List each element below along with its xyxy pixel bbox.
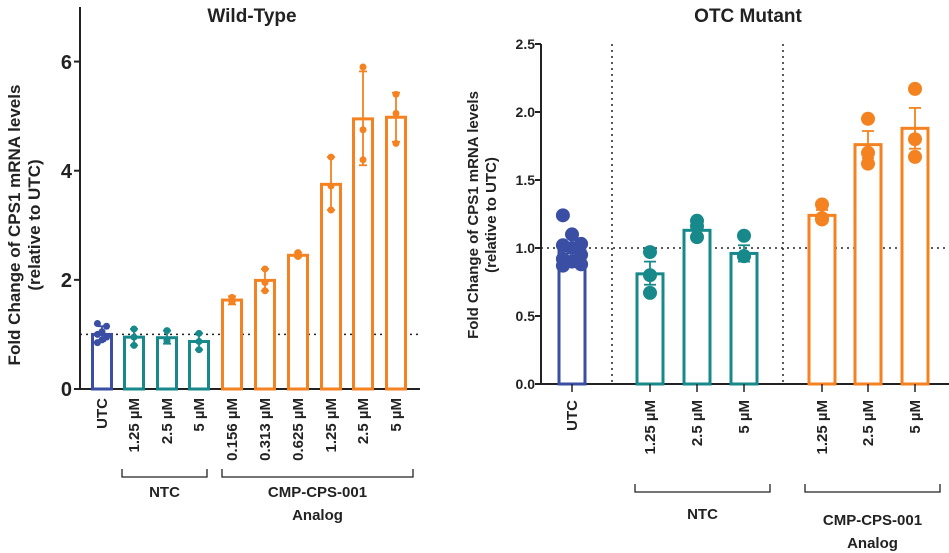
right-data-point: [861, 156, 875, 171]
left-group-label: NTC: [149, 484, 180, 501]
left-data-point: [195, 338, 203, 346]
right-data-point: [643, 285, 657, 300]
right-chart-title: OTC Mutant: [694, 6, 802, 27]
right-data-point: [908, 81, 922, 96]
left-data-point: [392, 90, 400, 98]
right-x-tick-label: 1.25 µM: [814, 400, 831, 455]
right-group-bracket: [634, 484, 771, 493]
left-data-point: [359, 126, 367, 134]
right-data-point: [555, 258, 570, 273]
right-bar: [729, 251, 759, 386]
right-data-point: [815, 197, 829, 212]
left-data-point: [103, 322, 111, 330]
right-bar: [682, 228, 712, 386]
left-data-point: [327, 153, 335, 161]
left-data-point: [294, 252, 302, 260]
right-y-tick-label: 2.0: [516, 104, 536, 120]
right-x-tick-label: 5 µM: [907, 400, 924, 434]
left-data-point: [359, 63, 367, 71]
left-x-tick-label: 0.156 µM: [224, 398, 241, 461]
right-y-tick-label: 1.5: [516, 172, 536, 188]
right-data-point: [690, 230, 704, 245]
left-y-axis-label-2: (relative to UTC): [25, 159, 44, 290]
left-x-tick-label: 0.625 µM: [290, 398, 307, 461]
right-data-point: [737, 228, 751, 243]
left-data-point: [228, 297, 236, 305]
right-data-point: [815, 211, 829, 226]
right-data-point: [690, 219, 704, 234]
left-data-point: [130, 341, 138, 349]
right-data-point: [908, 149, 922, 164]
left-data-point: [103, 333, 111, 341]
left-bar: [221, 298, 243, 391]
left-bar: [385, 115, 407, 391]
right-group-bracket: [804, 484, 941, 493]
right-data-point: [861, 145, 875, 160]
left-data-point: [327, 206, 335, 214]
left-data-point: [392, 109, 400, 117]
left-data-point: [359, 156, 367, 164]
left-x-tick-label: 5 µM: [191, 398, 208, 432]
left-x-tick-label: 2.5 µM: [159, 398, 176, 444]
right-bar: [900, 126, 930, 386]
right-data-point: [574, 257, 589, 272]
left-y-tick-label: 4: [61, 161, 73, 183]
left-bar: [287, 253, 309, 391]
right-y-axis-label: Fold Change of CPS1 mRNA levels: [465, 91, 482, 339]
left-x-tick-label: 1.25 µM: [126, 398, 143, 453]
left-group-label: CMP-CPS-001 Analog: [268, 484, 367, 524]
right-x-tick-label: 1.25 µM: [642, 400, 659, 455]
left-x-tick-label: 1.25 µM: [323, 398, 340, 453]
left-data-point: [163, 327, 171, 335]
right-group-label: NTC: [687, 506, 718, 523]
left-chart-title: Wild-Type: [207, 6, 296, 27]
left-y-tick-label: 2: [61, 270, 72, 292]
left-x-tick-label: 5 µM: [388, 398, 405, 432]
right-group-label: CMP-CPS-001 Analog: [823, 512, 922, 552]
right-y-axis-label-2: (relative to UTC): [483, 157, 500, 273]
right-y-tick-label: 0.0: [516, 376, 536, 392]
left-data-point: [261, 265, 269, 273]
right-x-tick-label: 5 µM: [736, 400, 753, 434]
left-data-point: [130, 333, 138, 341]
left-y-axis-label: Fold Change of CPS1 mRNA levels: [5, 85, 24, 366]
right-bar: [807, 213, 837, 386]
left-group-bracket: [121, 469, 208, 478]
left-bar: [156, 336, 178, 391]
right-data-point: [643, 268, 657, 283]
left-bar: [320, 182, 342, 391]
left-y-tick-label: 6: [61, 52, 72, 74]
right-bar: [853, 143, 883, 386]
left-data-point: [327, 182, 335, 190]
left-bar: [254, 278, 276, 391]
right-data-point: [555, 208, 570, 223]
right-y-tick-label: 2.5: [516, 36, 536, 52]
right-bar: [557, 249, 587, 386]
left-data-point: [93, 320, 101, 328]
left-data-point: [261, 279, 269, 287]
left-x-tick-label: UTC: [94, 398, 111, 429]
right-data-point: [908, 132, 922, 147]
left-data-point: [195, 346, 203, 354]
right-data-point: [565, 227, 579, 242]
right-y-tick-label: 1.0: [516, 240, 536, 256]
left-data-point: [392, 139, 400, 147]
left-x-tick-label: 0.313 µM: [257, 398, 274, 461]
left-data-point: [130, 325, 138, 333]
right-data-point: [861, 111, 875, 126]
left-data-point: [98, 328, 106, 336]
right-x-tick-label: 2.5 µM: [689, 400, 706, 446]
right-x-tick-label: UTC: [564, 400, 581, 431]
left-x-tick-label: 2.5 µM: [355, 398, 372, 444]
left-data-point: [195, 329, 203, 337]
right-data-point: [643, 245, 657, 260]
left-y-tick-label: 0: [61, 379, 72, 401]
right-y-tick-label: 0.5: [516, 308, 536, 324]
left-group-bracket: [221, 469, 414, 478]
left-data-point: [261, 287, 269, 295]
right-x-tick-label: 2.5 µM: [860, 400, 877, 446]
left-data-point: [163, 337, 171, 345]
right-data-point: [737, 249, 751, 264]
